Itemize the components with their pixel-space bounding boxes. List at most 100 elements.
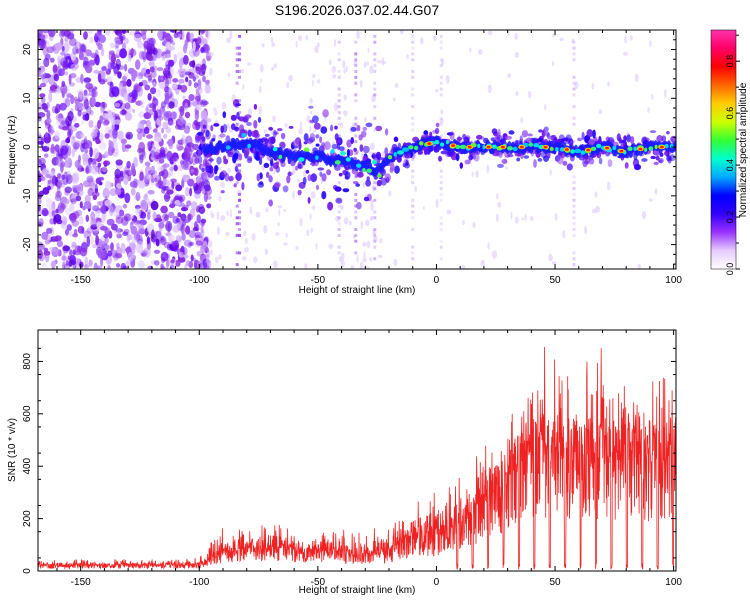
spectral-faint-blob bbox=[213, 110, 218, 116]
spectral-noise-blob bbox=[193, 182, 199, 191]
spectral-streak bbox=[439, 245, 443, 249]
spectral-noise-blob bbox=[155, 238, 160, 247]
spectral-faint-blob bbox=[359, 261, 364, 269]
spectral-noise-blob bbox=[68, 74, 72, 85]
spectral-faint-blob bbox=[475, 170, 479, 178]
spectral-streak bbox=[337, 245, 341, 249]
spectral-streak bbox=[411, 34, 415, 38]
spectral-ridge-halo bbox=[253, 120, 258, 129]
spectral-noise-blob bbox=[97, 42, 103, 51]
spectral-noise-blob bbox=[124, 102, 131, 110]
spectral-streak bbox=[373, 216, 377, 220]
spectral-ridge-halo bbox=[257, 182, 265, 188]
spectral-noise-blob bbox=[185, 186, 190, 197]
spectral-streak bbox=[354, 70, 358, 73]
spectral-noise-blob bbox=[150, 200, 159, 211]
spectral-ridge-halo bbox=[305, 169, 310, 174]
spectral-noise-blob bbox=[79, 201, 83, 209]
spectral-noise-blob bbox=[94, 101, 102, 108]
spectral-noise-blob bbox=[141, 31, 147, 41]
spectral-faint-blob bbox=[364, 116, 367, 123]
spectral-noise-blob bbox=[128, 92, 134, 98]
spectral-ridge-halo bbox=[577, 137, 583, 142]
spectral-faint-blob bbox=[213, 107, 217, 112]
spectral-noise-blob bbox=[180, 246, 188, 256]
spectral-faint-blob bbox=[445, 75, 450, 84]
spectral-ridge-halo bbox=[523, 155, 530, 159]
spectral-noise-blob bbox=[177, 68, 186, 74]
spectral-faint-blob bbox=[284, 123, 288, 128]
spectral-faint-blob bbox=[562, 230, 566, 239]
spectral-noise-blob bbox=[172, 84, 178, 90]
spectral-noise-blob bbox=[188, 230, 196, 239]
spectral-ridge-halo bbox=[307, 174, 312, 182]
spectral-faint-blob bbox=[328, 59, 332, 66]
spectral-ridge-halo bbox=[315, 134, 320, 139]
spectral-noise-blob bbox=[79, 261, 84, 268]
spectral-faint-blob bbox=[215, 256, 219, 264]
spectral-ridge-halo bbox=[265, 171, 270, 178]
snr-x-tick-label: 0 bbox=[434, 577, 440, 588]
snr-series-line bbox=[38, 346, 676, 570]
spectral-streak bbox=[373, 93, 377, 97]
spectral-noise-blob bbox=[40, 176, 46, 182]
spectral-streak bbox=[373, 81, 377, 85]
spectral-noise-blob bbox=[124, 112, 133, 121]
spectral-noise-blob bbox=[109, 81, 114, 92]
spectral-streak bbox=[373, 210, 377, 214]
spectral-faint-blob bbox=[435, 88, 439, 93]
spectral-streak bbox=[373, 116, 377, 120]
spectral-streak bbox=[439, 257, 443, 261]
spectral-noise-blob bbox=[61, 126, 70, 131]
spectral-noise-blob bbox=[173, 54, 177, 64]
spectral-noise-blob bbox=[62, 96, 69, 105]
spectral-faint-blob bbox=[524, 213, 527, 221]
spectral-peak bbox=[549, 146, 554, 152]
spectral-noise-blob bbox=[138, 141, 146, 153]
spectral-streak bbox=[411, 157, 415, 161]
spectral-faint-blob bbox=[312, 73, 316, 78]
spectral-noise-blob bbox=[175, 235, 182, 243]
spectral-noise-blob bbox=[130, 220, 135, 225]
spectral-noise-blob bbox=[179, 158, 184, 167]
spectral-noise-blob bbox=[145, 106, 149, 113]
spectral-noise-blob bbox=[38, 66, 42, 78]
spectral-noise-blob bbox=[50, 260, 57, 268]
spectral-ridge-halo bbox=[607, 159, 613, 168]
spectral-streak bbox=[439, 222, 443, 226]
spectral-faint-blob bbox=[209, 51, 214, 57]
spectral-faint-blob bbox=[340, 204, 344, 211]
spectral-streak bbox=[439, 34, 443, 38]
spectral-noise-blob bbox=[45, 141, 50, 148]
spectral-noise-blob bbox=[65, 228, 69, 236]
spectral-noise-blob bbox=[71, 173, 79, 184]
spectral-noise-blob bbox=[135, 100, 143, 106]
spectral-noise-blob bbox=[141, 252, 147, 257]
spectral-noise-blob bbox=[180, 207, 189, 212]
spectral-noise-blob bbox=[90, 131, 98, 138]
spectral-peak bbox=[247, 143, 251, 149]
spectral-streak bbox=[235, 46, 239, 50]
spectral-faint-blob bbox=[624, 36, 627, 44]
snr-panel: -150 -100 -50 0 50 100 0 200 400 600 800 Height o… bbox=[7, 329, 682, 596]
spectral-faint-blob bbox=[574, 81, 579, 90]
spectral-ridge-halo bbox=[376, 179, 382, 187]
spectral-faint-blob bbox=[549, 169, 552, 176]
spectral-noise-blob bbox=[101, 204, 107, 215]
spectral-ridge-halo bbox=[327, 201, 334, 211]
spectral-streak bbox=[411, 169, 415, 173]
spectral-noise-blob bbox=[158, 30, 163, 40]
spectral-ridge-halo bbox=[256, 173, 261, 182]
spectral-ridge-halo bbox=[650, 155, 656, 160]
spectral-noise-blob bbox=[175, 184, 183, 192]
spectral-noise-blob bbox=[49, 57, 55, 63]
spectral-noise-blob bbox=[132, 90, 139, 101]
spectral-noise-blob bbox=[70, 63, 78, 72]
spectral-noise-blob bbox=[200, 244, 207, 253]
spectral-noise-blob bbox=[119, 170, 124, 178]
spectral-faint-blob bbox=[641, 210, 647, 220]
spectral-noise-blob bbox=[127, 251, 134, 262]
spectral-noise-blob bbox=[196, 67, 203, 72]
spectral-streak bbox=[439, 228, 443, 231]
spectral-ridge-halo bbox=[288, 125, 294, 129]
